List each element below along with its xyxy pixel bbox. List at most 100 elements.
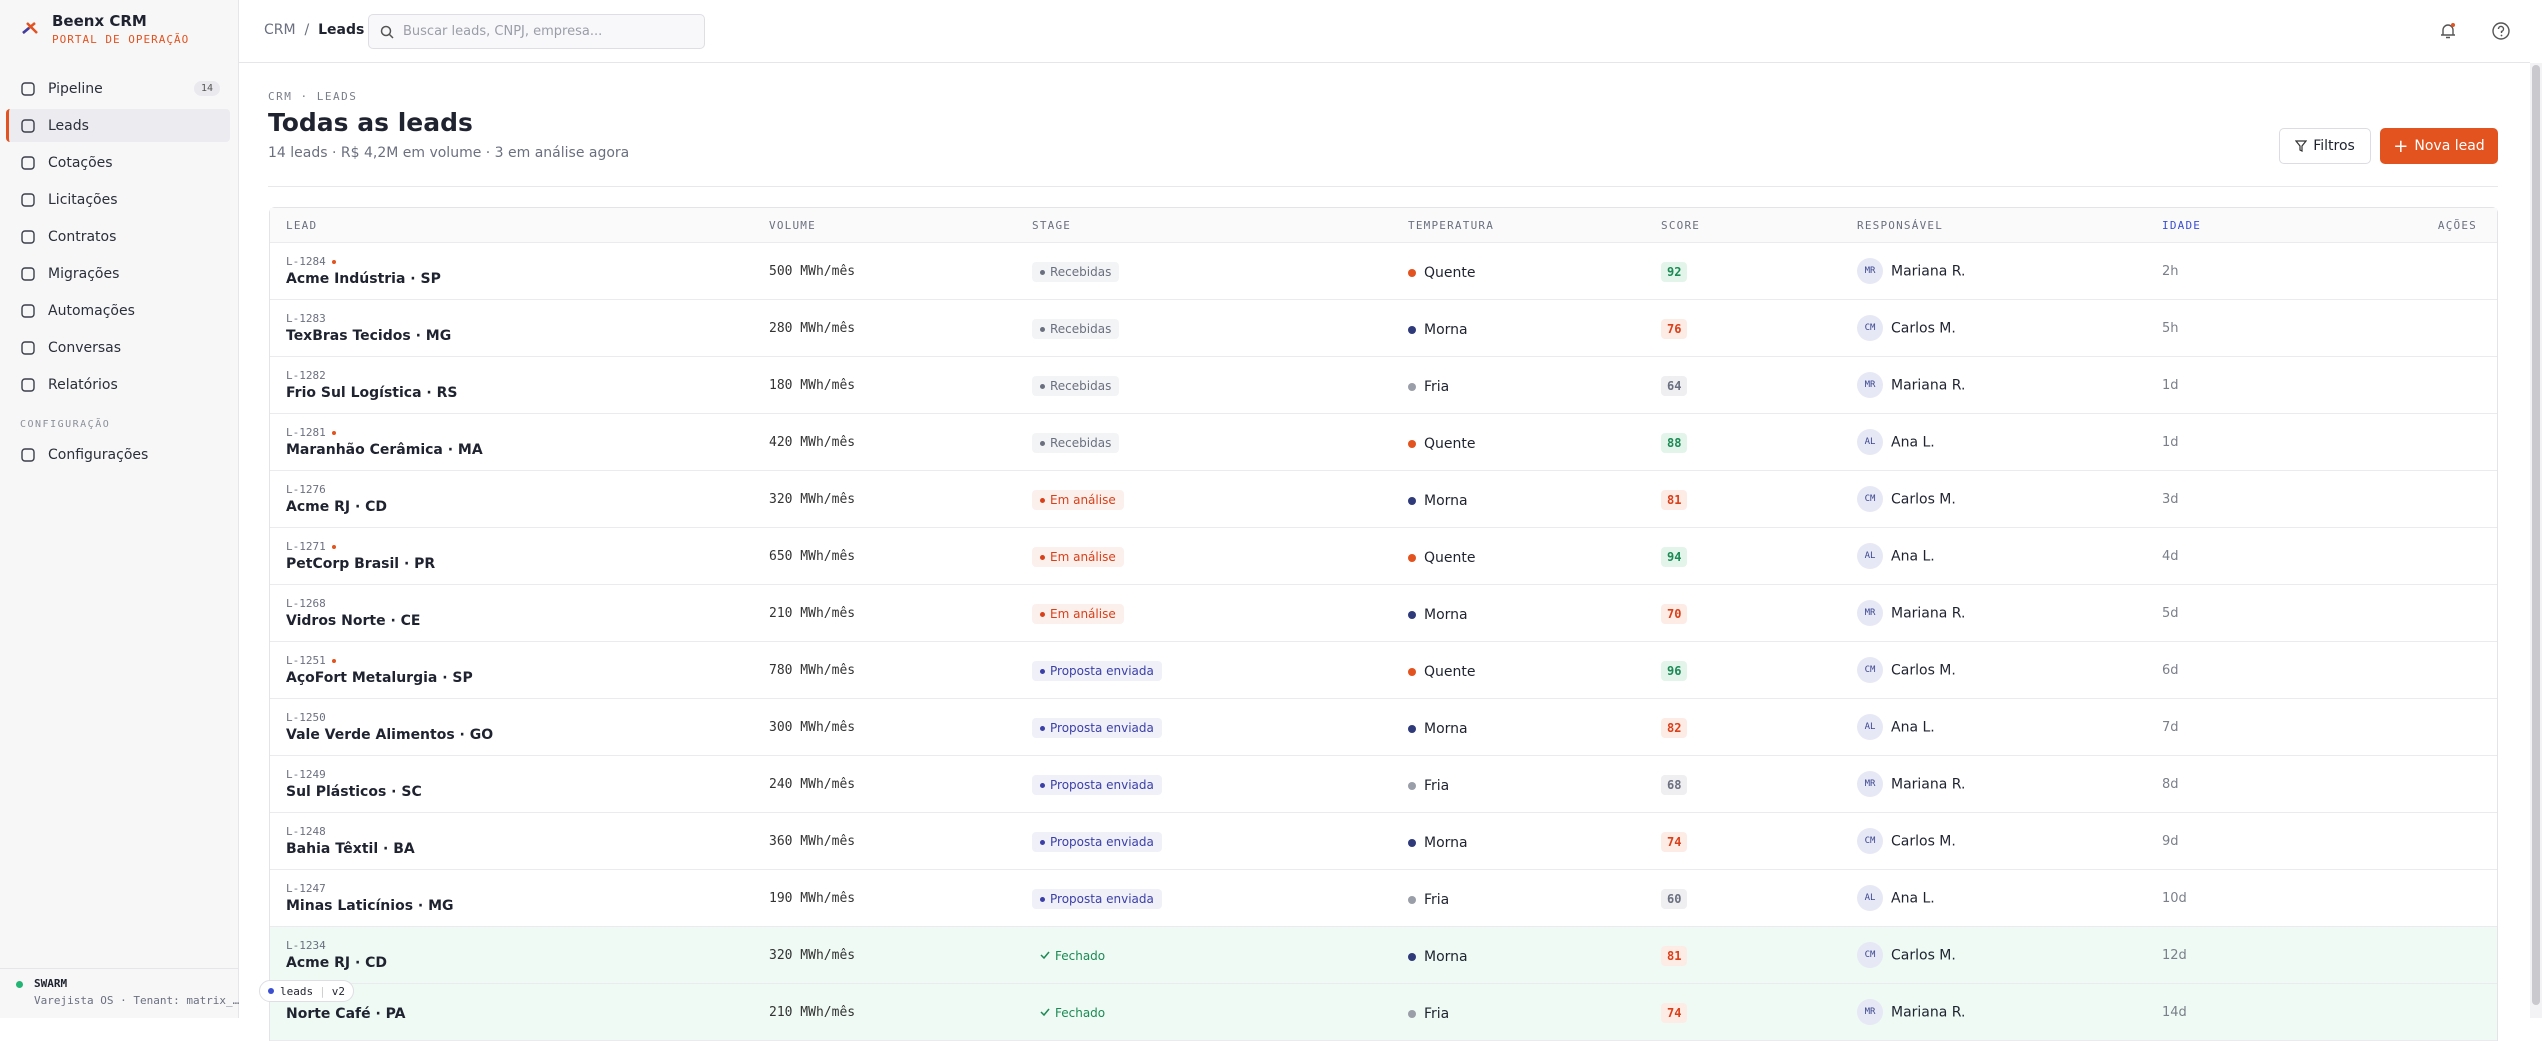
- stage-cell: Proposta enviada: [1016, 887, 1392, 910]
- hot-marker: [332, 431, 336, 435]
- avatar: AL: [1857, 885, 1883, 911]
- score: 70: [1661, 604, 1687, 624]
- volume-cell: 650 MWh/mês: [753, 549, 1016, 564]
- lead-name: Norte Café · PA: [286, 1006, 753, 1022]
- column-header[interactable]: STAGE: [1016, 219, 1392, 232]
- score: 88: [1661, 433, 1687, 453]
- temperature-dot: [1408, 839, 1416, 847]
- stage-cell: Proposta enviada: [1016, 659, 1392, 682]
- stage-badge: Proposta enviada: [1032, 832, 1162, 852]
- owner: Carlos M.: [1891, 948, 1956, 964]
- nav-label: Contratos: [48, 229, 116, 245]
- temperature-cell: Fria: [1392, 1003, 1645, 1022]
- stage-cell: Em análise: [1016, 602, 1392, 625]
- search[interactable]: Buscar leads, CNPJ, empresa...: [368, 14, 705, 49]
- avatar: MR: [1857, 600, 1883, 626]
- owner: Ana L.: [1891, 891, 1935, 907]
- filter-button[interactable]: Filtros: [2279, 128, 2371, 164]
- stage: Proposta enviada: [1050, 778, 1154, 792]
- volume-cell: 420 MWh/mês: [753, 435, 1016, 450]
- volume-cell: 300 MWh/mês: [753, 720, 1016, 735]
- avatar: CM: [1857, 828, 1883, 854]
- temperature: Quente: [1424, 436, 1475, 452]
- temperature: Fria: [1424, 892, 1449, 908]
- column-header[interactable]: SCORE: [1645, 219, 1841, 232]
- stage: Recebidas: [1050, 379, 1111, 393]
- column-header[interactable]: VOLUME: [753, 219, 1016, 232]
- stage-cell: Proposta enviada: [1016, 830, 1392, 853]
- stage-cell: Recebidas: [1016, 431, 1392, 454]
- lead-name: Acme RJ · CD: [286, 499, 753, 515]
- column-header[interactable]: IDADE: [2146, 219, 2346, 232]
- page-title: Todas as leads: [268, 108, 473, 137]
- score-cell: 74: [1645, 1002, 1841, 1023]
- volume-cell: 190 MWh/mês: [753, 891, 1016, 906]
- temperature-dot: [1408, 896, 1416, 904]
- nav-item[interactable]: Licitações: [6, 183, 230, 216]
- age: 7d: [2162, 720, 2179, 735]
- nav-item[interactable]: Relatórios: [6, 368, 230, 401]
- nav-item[interactable]: Migrações: [6, 257, 230, 290]
- column-header[interactable]: AÇÕES: [2346, 219, 2497, 232]
- lead-id: L-1251: [286, 654, 326, 667]
- volume: 210 MWh/mês: [769, 1005, 855, 1020]
- crumb[interactable]: CRM: [264, 22, 296, 38]
- lead-id: L-1250: [286, 711, 326, 724]
- stage: Em análise: [1050, 550, 1116, 564]
- check-icon: [1040, 949, 1050, 963]
- stage-dot: [1040, 555, 1045, 560]
- new-lead-button[interactable]: +Nova lead: [2380, 128, 2498, 164]
- help-icon[interactable]: [2491, 21, 2511, 41]
- bell-icon[interactable]: [2439, 22, 2457, 40]
- column-header[interactable]: LEAD: [270, 219, 753, 232]
- avatar: AL: [1857, 429, 1883, 455]
- volume-cell: 780 MWh/mês: [753, 663, 1016, 678]
- lead-id: L-1247: [286, 882, 326, 895]
- volume-cell: 500 MWh/mês: [753, 264, 1016, 279]
- temperature-dot: [1408, 269, 1416, 277]
- score-cell: 81: [1645, 489, 1841, 510]
- score: 74: [1661, 832, 1687, 852]
- nav-item[interactable]: Contratos: [6, 220, 230, 253]
- stage: Em análise: [1050, 493, 1116, 507]
- avatar: MR: [1857, 372, 1883, 398]
- nav-item[interactable]: Automações: [6, 294, 230, 327]
- status-text: Varejista OS · Tenant: matrix_…: [16, 994, 239, 1007]
- score: 74: [1661, 1003, 1687, 1023]
- nav-item[interactable]: Conversas: [6, 331, 230, 364]
- topbar: CRM / Leads Buscar leads, CNPJ, empresa.…: [239, 0, 2530, 63]
- age: 5d: [2162, 606, 2179, 621]
- volume-cell: 280 MWh/mês: [753, 321, 1016, 336]
- lead-name: Maranhão Cerâmica · MA: [286, 442, 753, 458]
- avatar: CM: [1857, 942, 1883, 968]
- avatar: AL: [1857, 714, 1883, 740]
- column-header[interactable]: RESPONSÁVEL: [1841, 219, 2146, 232]
- volume-cell: 210 MWh/mês: [753, 606, 1016, 621]
- nav-label: Cotações: [48, 155, 113, 171]
- column-header[interactable]: TEMPERATURA: [1392, 219, 1645, 232]
- nav-item[interactable]: Cotações: [6, 146, 230, 179]
- nav-item[interactable]: Configurações: [6, 438, 230, 471]
- volume: 420 MWh/mês: [769, 435, 855, 450]
- nav-item[interactable]: Leads: [6, 109, 230, 142]
